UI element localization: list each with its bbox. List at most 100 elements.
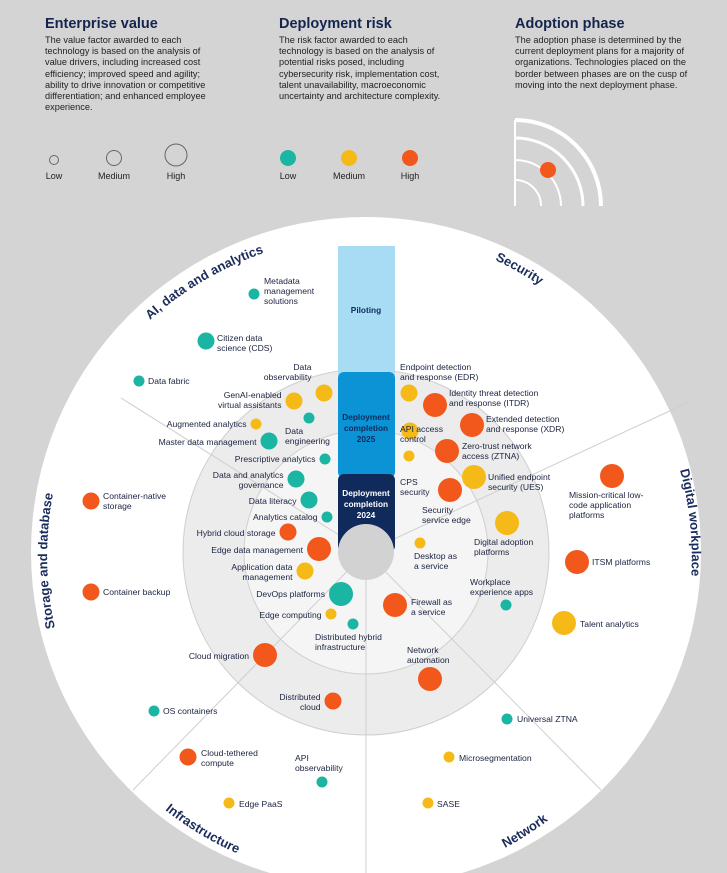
- tech-label-line: Container backup: [103, 587, 171, 597]
- tech-dot-hybrid-cloud-storage: [279, 523, 297, 541]
- tech-label-security-service-edge: Security service edge: [422, 505, 471, 525]
- tech-label-line: experience apps: [470, 587, 534, 598]
- tech-label-line: Firewall as: [411, 597, 453, 607]
- legend-adoption-phase: Adoption phase The adoption phase is det…: [515, 16, 690, 91]
- tech-label-cps-security: CPS security: [400, 477, 430, 497]
- tech-label-line: API: [295, 753, 309, 763]
- tech-label-data-and-analytics-governance: Data and analytics governance: [213, 470, 284, 490]
- tech-label-line: Edge PaaS: [239, 799, 283, 809]
- tech-label-mission-critical-low-code-application-platforms: Mission-critical low-code application pla…: [569, 490, 644, 521]
- legend-value-low: Low: [45, 171, 63, 181]
- tech-dot-cps-security: [403, 450, 415, 462]
- tech-dot-mission-critical-low-code-application-platforms: [600, 464, 624, 488]
- tech-label-line: security (UES): [488, 482, 544, 493]
- tech-dot-data-literacy: [300, 491, 318, 509]
- tech-label-desktop-as-a-service: Desktop as a service: [414, 551, 457, 571]
- tech-label-data-engineering: Data engineering: [285, 426, 330, 446]
- tech-label-line: Digital adoption: [474, 537, 534, 547]
- tech-label-line: observability: [263, 372, 312, 383]
- tech-dot-network-automation: [418, 667, 442, 691]
- tech-dot-api-access-control: [401, 422, 419, 440]
- tech-dot-analytics-catalog: [321, 511, 333, 523]
- tech-dot-edge-data-management: [307, 537, 331, 561]
- tech-label-line: Zero-trust network: [462, 441, 532, 451]
- tech-label-line: control: [400, 434, 426, 445]
- tech-dot-extended-detection-and-response-xdr: [460, 413, 484, 437]
- legend-risk-medium: Medium: [332, 171, 366, 181]
- tech-dot-desktop-as-a-service: [414, 537, 426, 549]
- tech-label-line: Distributed hybrid: [315, 632, 382, 642]
- tech-label-line: a service: [414, 561, 449, 572]
- tech-dot-distributed-hybrid-infrastructure: [347, 618, 359, 630]
- tech-dot-zero-trust-network-access-ztna: [435, 439, 459, 463]
- tech-label-microsegmentation: Microsegmentation: [459, 753, 532, 763]
- tech-dot-sase: [422, 797, 434, 809]
- tech-label-sase: SASE: [437, 799, 460, 809]
- tech-label-identity-threat-detection-and-response-itdr: Identity threat detection and response (I…: [449, 388, 538, 408]
- tech-label-line: Talent analytics: [580, 619, 639, 629]
- tech-label-line: Citizen data: [217, 333, 263, 343]
- tech-dot-data-engineering: [303, 412, 315, 424]
- legend-value-symbols: [49, 143, 188, 167]
- tech-label-endpoint-detection-and-response-edr: Endpoint detection and response (EDR): [400, 362, 478, 382]
- tech-label-line: CPS: [400, 477, 418, 487]
- tech-dot-metadata-management-solutions: [248, 288, 260, 300]
- tech-label-edge-data-management: Edge data management: [211, 545, 303, 555]
- tech-dot-identity-threat-detection-and-response-itdr: [423, 393, 447, 417]
- tech-label-universal-ztna: Universal ZTNA: [517, 714, 578, 724]
- band-label-2025-line3: 2025: [357, 434, 376, 444]
- tech-label-line: SASE: [437, 799, 460, 809]
- tech-label-talent-analytics: Talent analytics: [580, 619, 639, 629]
- tech-dot-firewall-as-a-service: [383, 593, 407, 617]
- tech-dot-master-data-management: [260, 432, 278, 450]
- tech-label-line: cloud: [299, 702, 321, 713]
- sector-dividers: [120, 397, 690, 873]
- tech-label-line: API access: [400, 424, 443, 434]
- tech-label-unified-endpoint-security-ues: Unified endpoint security (UES): [488, 472, 550, 492]
- legend-phase-description: The adoption phase is determined by the …: [515, 35, 688, 90]
- tech-dot-api-observability: [316, 776, 328, 788]
- tech-label-line: Workplace: [470, 577, 511, 587]
- tech-label-augmented-analytics: Augmented analytics: [167, 419, 247, 429]
- tech-label-workplace-experience-apps: Workplace experience apps: [470, 577, 533, 597]
- tech-label-line: Desktop as: [414, 551, 457, 561]
- legend-risk-symbols: [280, 150, 418, 166]
- tech-label-line: Data fabric: [148, 376, 190, 386]
- tech-label-line: Network: [407, 645, 439, 655]
- legend-phase-title: Adoption phase: [515, 16, 625, 32]
- center-hub: [338, 524, 394, 580]
- technology-dots: [82, 288, 624, 809]
- tech-label-application-data-management: Application data management: [231, 562, 292, 582]
- tech-label-line: Edge data management: [211, 545, 303, 555]
- tech-label-line: observability: [295, 763, 343, 774]
- tech-label-hybrid-cloud-storage: Hybrid cloud storage: [197, 528, 276, 538]
- tech-label-line: Analytics catalog: [253, 512, 318, 522]
- tech-label-line: Master data management: [158, 437, 257, 447]
- tech-label-line: management: [242, 572, 293, 583]
- tech-label-cloud-migration: Cloud migration: [189, 651, 249, 661]
- band-2025: [338, 372, 395, 478]
- tech-label-citizen-data-science-cds: Citizen data science (CDS): [217, 333, 272, 353]
- legend-enterprise-value: Enterprise value The value factor awarde…: [45, 16, 215, 113]
- tech-label-line: Cloud-tethered: [201, 748, 258, 758]
- tech-dot-container-native-storage: [82, 492, 100, 510]
- tech-label-line: OS containers: [163, 706, 218, 716]
- tech-label-line: automation: [407, 655, 450, 666]
- tech-dot-itsm-platforms: [565, 550, 589, 574]
- tech-label-line: infrastructure: [315, 642, 366, 653]
- tech-label-line: Data: [285, 426, 304, 436]
- tech-dot-digital-adoption-platforms: [495, 511, 519, 535]
- tech-label-line: code application: [569, 500, 632, 511]
- tech-label-devops-platforms: DevOps platforms: [256, 589, 325, 599]
- tech-label-metadata-management-solutions: Metadata management solutions: [264, 276, 314, 307]
- tech-label-line: Universal ZTNA: [517, 714, 578, 724]
- band-label-2025-line1: Deployment: [342, 412, 390, 422]
- tech-dot-genai-enabled-virtual-assistants: [285, 392, 303, 410]
- tech-label-edge-computing: Edge computing: [259, 610, 321, 620]
- legend-value-medium: Medium: [97, 171, 131, 181]
- tech-label-os-containers: OS containers: [163, 706, 217, 716]
- legend-value-description: The value factor awarded to each technol…: [45, 35, 206, 113]
- tech-label-line: Cloud migration: [188, 651, 249, 661]
- band-label-2024-line3: 2024: [357, 510, 376, 520]
- tech-dot-talent-analytics: [552, 611, 576, 635]
